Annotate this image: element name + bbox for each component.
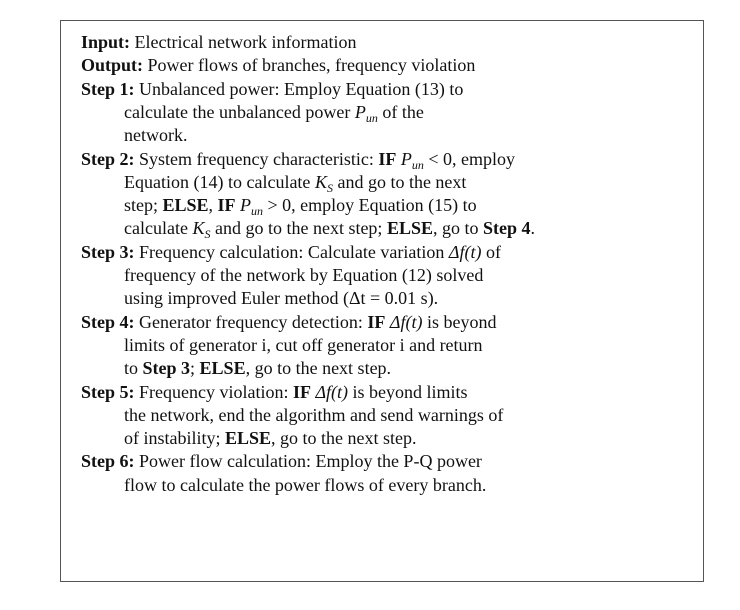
- text: Frequency calculation: Calculate variati…: [139, 241, 449, 262]
- text: .: [530, 218, 536, 239]
- text: < 0, employ: [423, 148, 516, 169]
- math-subscript: un: [251, 204, 264, 219]
- text: Frequency violation:: [139, 381, 293, 402]
- text: of instability;: [124, 428, 225, 449]
- keyword: ELSE: [162, 195, 209, 216]
- text-line: flow to calculate the power flows of eve…: [124, 474, 486, 496]
- math-subscript: un: [411, 157, 424, 172]
- keyword: IF: [378, 148, 397, 169]
- text-line: limits of generator i, cut off generator…: [124, 334, 483, 356]
- text-line: step; ELSE, IF Pun > 0, employ Equation …: [124, 194, 477, 219]
- keyword: IF: [292, 381, 311, 402]
- text-line: Input: Electrical network information: [81, 31, 356, 53]
- text: , go to the next step.: [245, 358, 392, 379]
- step-label: Step 5:: [81, 381, 135, 402]
- math-symbol: P: [400, 148, 412, 169]
- keyword: IF: [217, 195, 236, 216]
- step-label: Step 1:: [81, 78, 135, 99]
- math-symbol: P: [354, 101, 366, 122]
- text: , go to: [432, 218, 483, 239]
- keyword: ELSE: [199, 358, 246, 379]
- text: Power flow calculation: Employ the P-Q p…: [139, 451, 482, 472]
- math-symbol: Δf(t): [448, 241, 482, 262]
- algorithm-box: Input: Electrical network information Out…: [60, 20, 704, 582]
- math-subscript: S: [204, 227, 211, 242]
- text: step;: [124, 195, 163, 216]
- math-symbol: K: [192, 218, 205, 239]
- keyword: ELSE: [386, 218, 433, 239]
- text-line: Step 4: Generator frequency detection: I…: [81, 311, 496, 333]
- text: to: [124, 358, 143, 379]
- math-subscript: S: [326, 180, 333, 195]
- text-line: Equation (14) to calculate KS and go to …: [124, 171, 467, 195]
- keyword: IF: [367, 311, 386, 332]
- text: Equation (14) to calculate: [124, 171, 315, 192]
- text: calculate the unbalanced power: [124, 101, 355, 122]
- text: calculate: [124, 218, 193, 239]
- output-label: Output:: [81, 55, 144, 76]
- text: using improved Euler method (Δt = 0.01 s…: [124, 288, 439, 309]
- step-label: Step 3:: [81, 241, 135, 262]
- keyword: ELSE: [225, 428, 272, 449]
- text-line: calculate KS and go to the next step; EL…: [124, 217, 536, 242]
- step-label: Step 4:: [81, 311, 135, 332]
- text: Generator frequency detection:: [139, 311, 368, 332]
- text: ,: [208, 195, 218, 216]
- text: System frequency characteristic:: [139, 148, 379, 169]
- math-symbol: Δf(t): [315, 381, 349, 402]
- math-symbol: P: [240, 195, 252, 216]
- text: of the: [377, 101, 424, 122]
- text: Unbalanced power: Employ Equation (13) t…: [139, 78, 464, 99]
- text: flow to calculate the power flows of eve…: [124, 474, 487, 495]
- text: is beyond: [422, 311, 497, 332]
- step-label: Step 6:: [81, 451, 135, 472]
- math-symbol: Δf(t): [389, 311, 423, 332]
- text: ;: [190, 358, 200, 379]
- step-label: Step 2:: [81, 148, 135, 169]
- text-line: network.: [124, 124, 187, 146]
- keyword: Step 3: [142, 358, 191, 379]
- text-line: to Step 3; ELSE, go to the next step.: [124, 357, 391, 379]
- text-line: calculate the unbalanced power Pun of th…: [124, 101, 424, 125]
- text-line: the network, end the algorithm and send …: [124, 404, 503, 426]
- text-line: Step 3: Frequency calculation: Calculate…: [81, 241, 501, 263]
- keyword: Step 4: [482, 218, 531, 239]
- text: and go to the next step;: [210, 218, 387, 239]
- input-label: Input:: [81, 32, 131, 52]
- text-line: frequency of the network by Equation (12…: [124, 264, 483, 286]
- text-line: using improved Euler method (Δt = 0.01 s…: [124, 287, 438, 309]
- input-text: Electrical network information: [134, 32, 357, 52]
- output-text: Power flows of branches, frequency viola…: [147, 55, 476, 76]
- text-line: Step 5: Frequency violation: IF Δf(t) is…: [81, 381, 468, 403]
- text: of: [481, 241, 501, 262]
- text-line: of instability; ELSE, go to the next ste…: [124, 427, 417, 449]
- text-line: Output: Power flows of branches, frequen…: [81, 54, 475, 76]
- text: and go to the next: [332, 171, 467, 192]
- text-line: Step 1: Unbalanced power: Employ Equatio…: [81, 78, 463, 100]
- math-symbol: K: [314, 171, 327, 192]
- text: frequency of the network by Equation (12…: [124, 265, 484, 285]
- math-subscript: un: [365, 110, 378, 125]
- text: network.: [124, 125, 188, 146]
- text: , go to the next step.: [271, 428, 417, 449]
- text: is beyond limits: [348, 381, 468, 402]
- text-line: Step 2: System frequency characteristic:…: [81, 148, 516, 172]
- text-line: Step 6: Power flow calculation: Employ t…: [81, 450, 482, 472]
- text: > 0, employ Equation (15) to: [263, 195, 477, 216]
- text: limits of generator i, cut off generator…: [124, 334, 483, 355]
- text: the network, end the algorithm and send …: [124, 404, 504, 425]
